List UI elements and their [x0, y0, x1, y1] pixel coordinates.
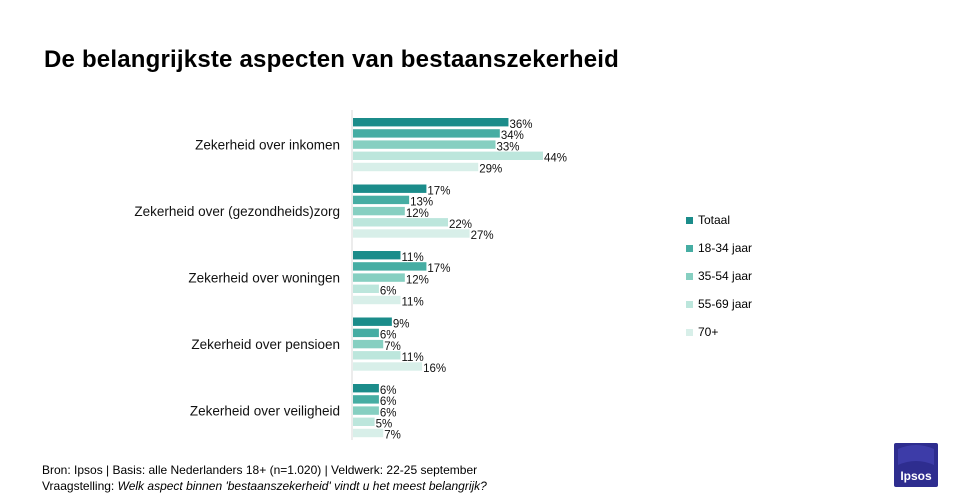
source-note: Bron: Ipsos | Basis: alle Nederlanders 1…: [42, 463, 478, 477]
bar: [353, 184, 427, 193]
chart-title: De belangrijkste aspecten van bestaansze…: [44, 46, 619, 73]
legend: Totaal 18-34 jaar 35-54 jaar 55-69 jaar 70+: [686, 206, 752, 346]
legend-label: 55-69 jaar: [698, 297, 753, 311]
bar: [353, 339, 384, 349]
question-text: Welk aspect binnen 'bestaanszekerheid' v…: [117, 479, 487, 493]
legend-item: Totaal: [686, 206, 752, 234]
legend-swatch: [686, 216, 693, 224]
data-label: 11%: [402, 252, 424, 264]
question-note: Vraagstelling: Welk aspect binnen 'besta…: [42, 478, 487, 494]
bar: [353, 151, 543, 160]
data-label: 6%: [380, 385, 397, 397]
bar: [353, 295, 401, 305]
bar: [353, 273, 405, 282]
legend-swatch: [686, 328, 693, 336]
data-label: 11%: [402, 297, 424, 309]
question-label: Vraagstelling:: [42, 479, 118, 493]
legend-item: 70+: [686, 318, 752, 346]
bar: [353, 162, 479, 172]
legend-label: 35-54 jaar: [698, 269, 753, 283]
category-label: Zekerheid over (gezondheids)zorg: [134, 204, 340, 219]
data-label: 13%: [410, 197, 433, 209]
legend-label: Totaal: [698, 213, 731, 227]
bar: [353, 417, 375, 426]
data-label: 7%: [384, 341, 401, 353]
legend-item: 55-69 jaar: [686, 290, 752, 318]
data-label: 6%: [380, 407, 397, 419]
category-label: Zekerheid over inkomen: [195, 138, 340, 153]
legend-swatch: [686, 244, 693, 252]
bar: [353, 262, 427, 271]
data-label: 16%: [423, 363, 446, 375]
data-label: 11%: [402, 352, 424, 364]
legend-swatch: [686, 272, 693, 280]
legend-label: 70+: [698, 325, 719, 339]
bar: [353, 384, 379, 393]
bar: [353, 118, 509, 127]
data-label: 17%: [427, 185, 450, 197]
bar: [353, 129, 500, 138]
category-label: Zekerheid over veiligheid: [190, 404, 340, 419]
data-label: 17%: [427, 263, 450, 275]
bar: [353, 328, 379, 338]
data-label: 27%: [471, 230, 494, 242]
bar: [353, 284, 379, 293]
legend-item: 18-34 jaar: [686, 234, 752, 262]
bar: [353, 428, 384, 438]
data-label: 6%: [380, 396, 397, 408]
data-label: 22%: [449, 219, 472, 231]
data-label: 29%: [479, 164, 502, 176]
logo-text: Ipsos: [900, 469, 932, 483]
legend-swatch: [686, 300, 693, 308]
bar: [353, 395, 379, 404]
data-label: 12%: [406, 208, 429, 220]
bar: [353, 140, 496, 149]
bar: [353, 229, 470, 238]
legend-item: 35-54 jaar: [686, 262, 752, 290]
bar: [353, 206, 405, 216]
bar: [353, 195, 410, 205]
ipsos-logo: Ipsos: [894, 443, 938, 487]
data-label: 33%: [497, 141, 520, 153]
bar: [353, 317, 392, 326]
data-label: 36%: [509, 119, 532, 131]
data-label: 6%: [380, 330, 397, 342]
data-label: 9%: [393, 318, 410, 330]
bar: [353, 351, 401, 360]
data-label: 12%: [406, 274, 429, 286]
bar: [353, 218, 448, 227]
legend-label: 18-34 jaar: [698, 241, 753, 255]
data-label: 34%: [501, 130, 524, 142]
bar: [353, 251, 401, 260]
category-label: Zekerheid over woningen: [188, 271, 340, 286]
bar: [353, 406, 379, 415]
footer: Bron: Ipsos | Basis: alle Nederlanders 1…: [42, 462, 487, 494]
bar: [353, 362, 423, 371]
data-label: 6%: [380, 286, 397, 298]
data-label: 5%: [376, 419, 393, 431]
data-label: 7%: [384, 430, 401, 442]
category-label: Zekerheid over pensioen: [191, 337, 340, 352]
data-label: 44%: [544, 153, 567, 165]
